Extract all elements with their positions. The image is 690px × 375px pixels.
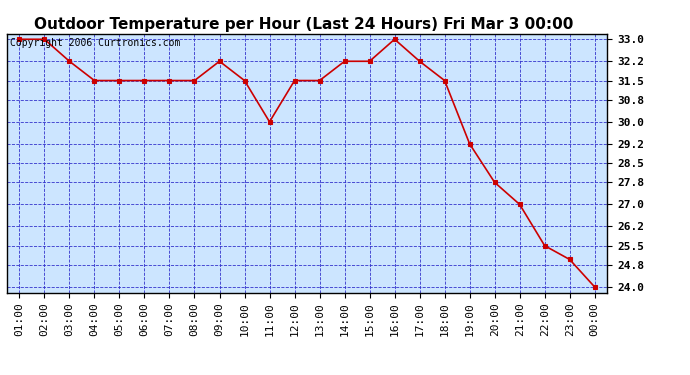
Text: Copyright 2006 Curtronics.com: Copyright 2006 Curtronics.com <box>10 38 180 48</box>
Text: Outdoor Temperature per Hour (Last 24 Hours) Fri Mar 3 00:00: Outdoor Temperature per Hour (Last 24 Ho… <box>34 17 573 32</box>
